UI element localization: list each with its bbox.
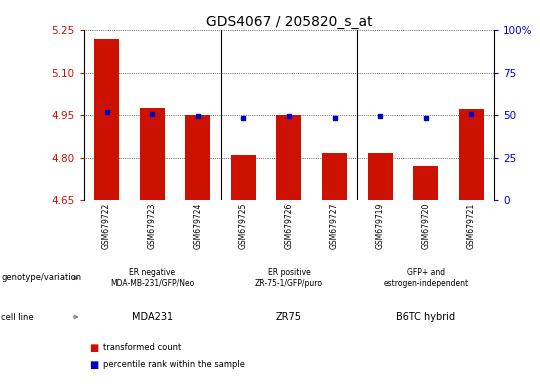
Text: GFP+ and
estrogen-independent: GFP+ and estrogen-independent: [383, 268, 468, 288]
Bar: [368, 153, 393, 200]
Text: MDA231: MDA231: [132, 312, 173, 322]
Text: ■: ■: [89, 360, 98, 370]
Text: GSM679726: GSM679726: [285, 203, 293, 249]
Bar: [139, 108, 165, 200]
Bar: [459, 109, 484, 200]
Bar: [231, 155, 256, 200]
Text: percentile rank within the sample: percentile rank within the sample: [103, 361, 245, 369]
Text: transformed count: transformed count: [103, 343, 181, 352]
Bar: [276, 115, 301, 200]
Text: GSM679721: GSM679721: [467, 203, 476, 249]
Text: ZR75: ZR75: [276, 312, 302, 322]
Text: B6TC hybrid: B6TC hybrid: [396, 312, 455, 322]
Bar: [94, 38, 119, 200]
Bar: [413, 166, 438, 200]
Text: GSM679725: GSM679725: [239, 203, 248, 249]
Text: GSM679720: GSM679720: [421, 203, 430, 249]
Text: genotype/variation: genotype/variation: [1, 273, 81, 283]
Bar: [185, 115, 210, 200]
Text: GSM679722: GSM679722: [102, 203, 111, 249]
Text: GSM679719: GSM679719: [376, 203, 384, 249]
Text: cell line: cell line: [1, 313, 33, 321]
Title: GDS4067 / 205820_s_at: GDS4067 / 205820_s_at: [206, 15, 372, 29]
Text: GSM679727: GSM679727: [330, 203, 339, 249]
Text: GSM679723: GSM679723: [147, 203, 157, 249]
Text: ■: ■: [89, 343, 98, 353]
Text: ER negative
MDA-MB-231/GFP/Neo: ER negative MDA-MB-231/GFP/Neo: [110, 268, 194, 288]
Bar: [322, 153, 347, 200]
Text: ER positive
ZR-75-1/GFP/puro: ER positive ZR-75-1/GFP/puro: [255, 268, 323, 288]
Text: GSM679724: GSM679724: [193, 203, 202, 249]
